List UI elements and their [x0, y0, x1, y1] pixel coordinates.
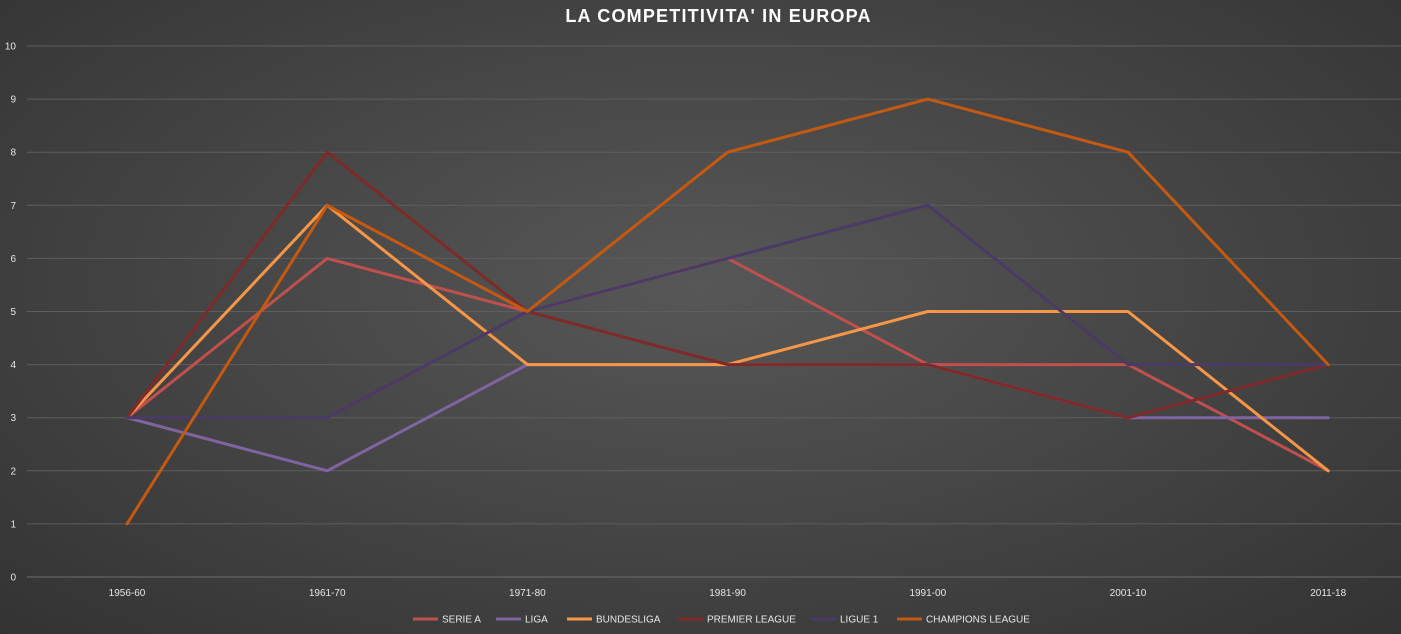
legend-item: CHAMPIONS LEAGUE — [897, 615, 1030, 626]
y-tick-label: 5 — [10, 307, 16, 318]
legend-item: BUNDESLIGA — [567, 615, 661, 626]
x-tick-label: 1961-70 — [309, 588, 346, 599]
legend-item: LIGA — [496, 615, 548, 626]
y-tick-label: 9 — [10, 95, 16, 106]
x-tick-label: 2001-10 — [1110, 588, 1147, 599]
x-tick-label: 1991-00 — [909, 588, 946, 599]
series-lines — [125, 97, 1330, 526]
legend-label: PREMIER LEAGUE — [707, 615, 796, 626]
legend: SERIE A LIGA BUNDESLIGA PREMIER LEAGUE LIGUE… — [413, 615, 1030, 626]
series-line-bundesliga — [125, 203, 1330, 473]
x-tick-label: 2011-18 — [1310, 588, 1346, 599]
y-tick-label: 0 — [10, 573, 16, 584]
gridlines — [27, 45, 1401, 578]
x-tick-label: 1971-80 — [509, 588, 546, 599]
chart-title: LA COMPETITIVITA' IN EUROPA — [565, 6, 872, 26]
y-tick-label: 4 — [10, 360, 16, 371]
legend-item: LIGUE 1 — [811, 615, 879, 626]
x-tick-label: 1956-60 — [109, 588, 146, 599]
y-tick-label: 6 — [10, 254, 16, 265]
y-tick-label: 2 — [10, 466, 16, 477]
legend-item: SERIE A — [413, 615, 481, 626]
series-line-premier-league — [125, 150, 1330, 420]
legend-label: BUNDESLIGA — [596, 615, 661, 626]
legend-label: CHAMPIONS LEAGUE — [926, 615, 1030, 626]
legend-label: SERIE A — [442, 615, 481, 626]
legend-label: LIGUE 1 — [840, 615, 879, 626]
series-line-ligue-1 — [125, 203, 1330, 420]
y-axis-tick-labels: 0 1 2 3 4 5 6 7 8 9 10 — [5, 42, 17, 584]
legend-label: LIGA — [525, 615, 548, 626]
y-tick-label: 3 — [10, 413, 16, 424]
x-axis-tick-labels: 1956-60 1961-70 1971-80 1981-90 1991-00 2001-… — [109, 588, 1347, 599]
x-tick-label: 1981-90 — [709, 588, 746, 599]
y-tick-label: 8 — [10, 148, 16, 159]
y-tick-label: 1 — [10, 519, 16, 530]
series-line-champions-league — [125, 97, 1330, 526]
legend-item: PREMIER LEAGUE — [678, 615, 796, 626]
y-tick-label: 10 — [5, 42, 17, 53]
y-tick-label: 7 — [10, 201, 16, 212]
